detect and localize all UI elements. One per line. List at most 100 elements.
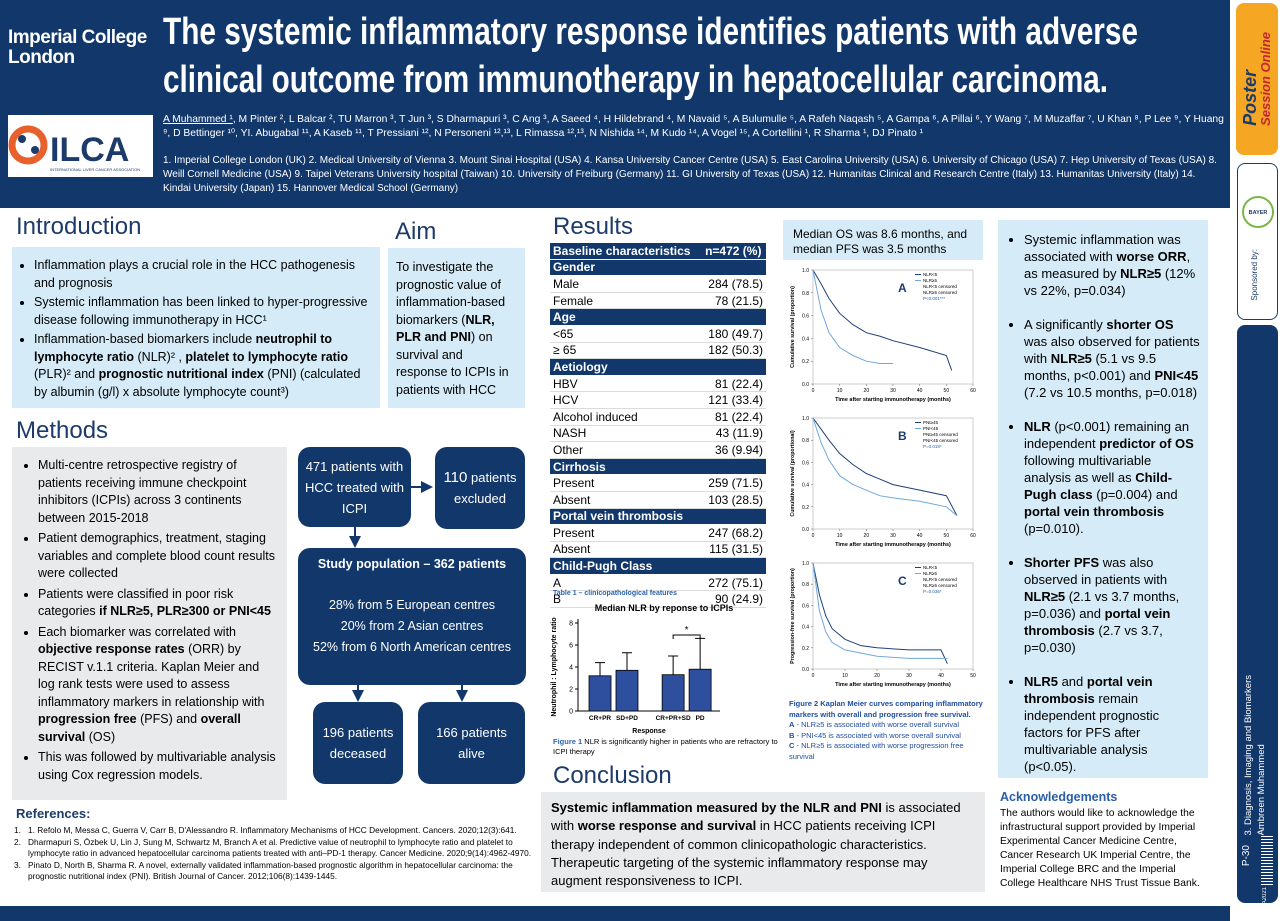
survival-curve [812,417,958,517]
legend-entry: NLR≥5 censored [923,290,957,295]
x-tick-label: 40 [938,673,944,679]
authors: A Muhammed ¹, M Pinter ², L Balcar ², TU… [163,113,1225,141]
legend-entry: P<0.001*** [923,296,945,301]
bayer-ring [1242,196,1274,228]
table-wrap: Baseline characteristics n=472 (%) Gender M… [550,243,766,609]
section-row: Aetiology [550,358,766,376]
row-value: 81 (22.4) [700,408,766,426]
bar [615,669,639,712]
legend-entry: PNI<45 [923,426,939,431]
text-run: (5.1 vs 9.5 months, p<0.001) and [1024,351,1157,383]
bar [588,675,612,712]
table-row: Alcohol induced 81 (22.4) [550,408,766,426]
section-row: Portal vein thrombosis [550,508,766,526]
flow-box: 166 patients alive [418,702,525,784]
x-tick-label: SD+PD [616,715,638,722]
bold-run: NLR [1024,419,1051,434]
legend-entry: P=0.036* [923,589,942,594]
y-tick-label: 0.4 [802,336,809,342]
bold-run: PNI<45 [1154,368,1199,383]
event: ILCA2021 [1262,887,1268,914]
survival-curve [812,269,893,364]
row-label: B [550,590,701,609]
bullet: Patients were classified in poor risk ca… [38,586,279,621]
bold-run: NLR≥5 [1120,266,1162,281]
y-axis-label: Neutrophil : Lymphocyte ratio [551,617,558,716]
text-run: (ORR) by RECIST v.1.1 criteria. Kaplan M… [38,642,265,709]
title-line: clinical outcome from immunotherapy in h… [163,59,1108,101]
bullet: NLR5 and portal vein thrombosis remain i… [1024,673,1200,775]
x-tick-label: 20 [874,673,880,679]
row-label: Present [550,474,701,492]
survival-curve [812,562,948,659]
y-tick-label: 0.0 [802,667,809,673]
table-row: HBV 81 (22.4) [550,375,766,393]
flow-box: 196 patients deceased [313,702,403,784]
row-value: 90 (24.9) [700,590,766,609]
panel-letter: C [898,574,907,588]
section-name: Age [550,308,766,326]
item-letter: B [789,730,795,740]
text-run: (PLR)² and [34,367,99,381]
section-name: Child-Pugh Class [550,557,766,575]
table-row: Male 284 (78.5) [550,275,766,293]
flow-box: 110 patients excluded [435,447,525,529]
table-row: Absent 115 (31.5) [550,541,766,559]
logo-dot [18,135,26,143]
x-tick-label: 0 [812,388,815,394]
findings-list: Systemic inflammation was associated wit… [1002,231,1200,775]
row-label: A [550,574,701,592]
y-tick-label: 0.2 [802,646,809,652]
bullet: Systemic inflammation was associated wit… [1024,231,1200,299]
section-heading: Methods [16,417,109,444]
y-tick-label: 0.6 [802,314,809,320]
bullet: A significantly shorter OS was also obse… [1024,316,1200,401]
excluded-text: patients excluded [453,470,517,506]
plot-area [812,417,974,530]
references: 1. 1. Refolo M, Messa C, Guerra V, Carr B… [14,825,536,883]
y-tick-label: 0.6 [802,603,809,609]
barcode [1261,835,1273,885]
x-axis-label: Time after starting immunotherapy (month… [835,397,951,403]
bullet: Inflammation plays a crucial role in the… [34,257,372,292]
row-label: Present [550,524,701,542]
x-tick-label: PD [696,715,705,722]
bullet: This was followed by multivariable analy… [38,749,279,784]
y-tick-label: 0.4 [802,483,809,489]
chart-title: Median NLR by reponse to ICPIs [595,603,734,613]
track-strip: 3. Diagnosis, Imaging and Biomarkers Ambr… [1237,325,1278,914]
bold-run: progression free [38,712,137,726]
error-bar [621,652,632,671]
bullet: Shorter PFS was also observed in patient… [1024,554,1200,656]
bullet: Multi-centre retrospective registry of p… [38,457,279,527]
references-heading: References: [16,806,91,821]
session-word: Session Online [1257,32,1273,126]
plot-area [812,562,974,670]
x-tick-label: 0 [812,673,815,679]
caption-text: NLR is significantly higher in patients … [553,737,778,756]
study-line: 52% from 6 North American centres [313,640,511,654]
ilca-subtext: INTERNATIONAL LIVER CANCER ASSOCIATION [50,167,140,172]
row-label: Female [550,292,701,310]
title-line: The systemic inflammatory response ident… [163,11,1138,53]
baseline-table: Baseline characteristics n=472 (%) Gender M… [550,243,766,609]
caption-item: B - PNI<45 is associated with worse over… [789,731,989,742]
intro-list: Inflammation plays a crucial role in the… [12,257,372,401]
y-axis-label: Cumulative survival (proportional) [790,430,796,516]
poster-id: P-30 [1241,845,1252,867]
ack-heading: Acknowledgements [1000,790,1118,804]
logo-ring [8,125,48,165]
poster-word: Poster [1239,69,1260,126]
bold-run: if NLR≥5, PLR≥300 or PNI<45 [99,604,271,618]
section-name: Aetiology [550,358,766,376]
item-text: - NLR≥5 is associated with worse progres… [789,741,964,761]
x-axis-label: Time after starting immunotherapy (month… [835,542,951,548]
y-tick-label: 1.0 [802,416,809,422]
x-axis-label: Response [632,728,666,735]
x-tick-label: 30 [890,388,896,394]
row-value: 247 (68.2) [700,524,766,542]
x-tick-label: CR+PR+SD [656,715,691,722]
session-badge: Poster Session Online [1236,3,1278,155]
caption-title: Figure 2 Kaplan Meier curves comparing i… [789,699,983,719]
presenter: Ambreen Muhammed [1256,744,1267,836]
